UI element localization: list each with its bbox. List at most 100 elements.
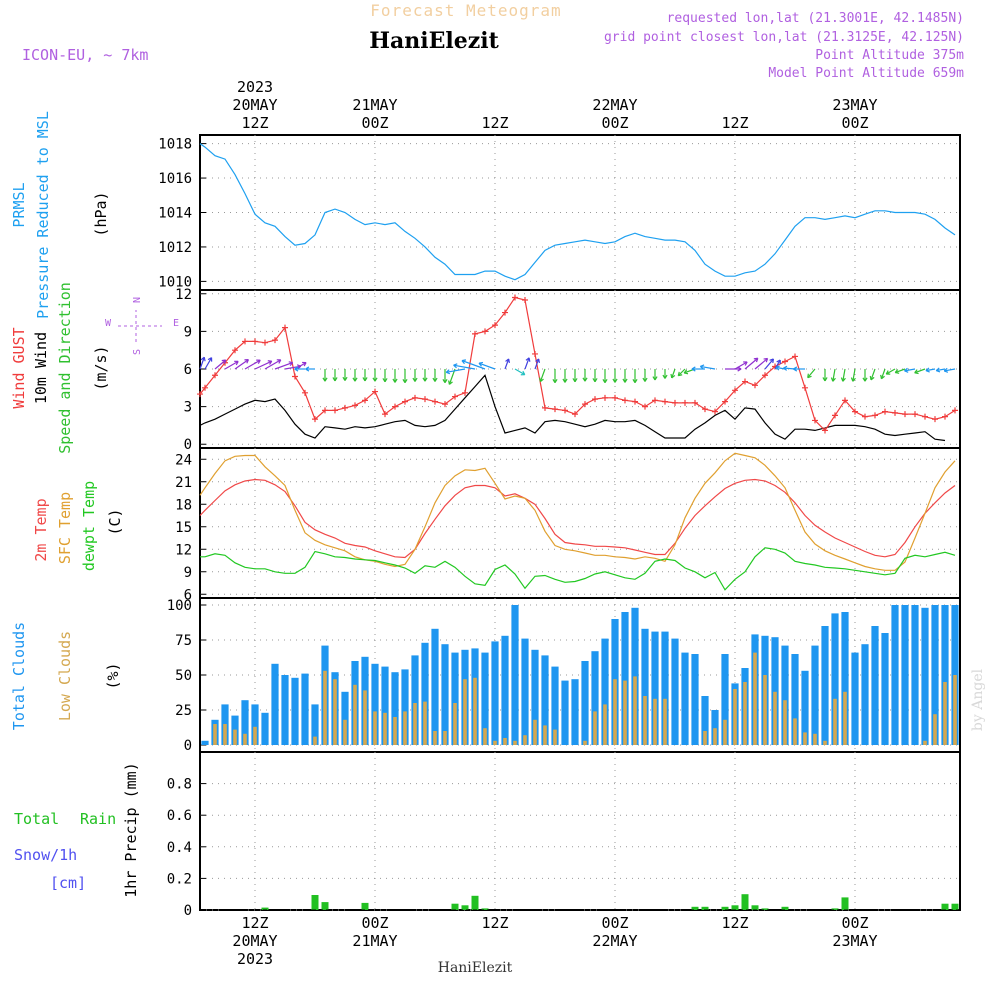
wind-direction-arrowhead bbox=[783, 365, 788, 371]
wind-direction-arrow bbox=[852, 368, 856, 382]
total-clouds-bar bbox=[901, 605, 909, 745]
wind-gust-marker bbox=[662, 398, 668, 405]
requested-coords: requested lon,lat (21.3001E, 42.1485N) bbox=[667, 11, 964, 26]
wind-direction-arrowhead bbox=[763, 357, 769, 363]
location-title: HaniElezit bbox=[369, 28, 499, 54]
wind-direction-arrow bbox=[254, 360, 273, 370]
low-clouds-bar bbox=[333, 679, 337, 745]
wind-ytick-label: 9 bbox=[184, 324, 192, 340]
wind-direction-arrowhead bbox=[207, 357, 213, 362]
wind-panel-titles: Wind GUST 10m Wind Speed and Direction (… bbox=[10, 282, 179, 454]
wind-direction-arrowhead bbox=[582, 377, 588, 382]
precip-ytick-label: 0.8 bbox=[167, 777, 192, 793]
clouds-title-low: Low Clouds bbox=[56, 631, 74, 721]
wind-direction-arrow bbox=[842, 368, 846, 382]
rain-bar bbox=[721, 906, 729, 910]
clouds-unit: (%) bbox=[104, 662, 122, 689]
wind-direction-arrowhead bbox=[662, 374, 668, 379]
wind-direction-arrowhead bbox=[342, 376, 348, 381]
wind-gust-marker bbox=[352, 402, 358, 409]
low-clouds-bar bbox=[473, 677, 477, 745]
wind-direction-arrowhead bbox=[332, 377, 338, 382]
total-clouds-bar bbox=[431, 628, 439, 745]
wind-gust-marker bbox=[862, 413, 868, 420]
wind-direction-arrowhead bbox=[652, 376, 658, 381]
total-clouds-bar bbox=[541, 655, 549, 745]
low-clouds-bar bbox=[623, 680, 627, 745]
wind-direction-arrow bbox=[734, 361, 748, 370]
precip-panel-titles: Total Rain Snow/1h [cm] 1hr Precip (mm) bbox=[14, 762, 140, 897]
time-label: 2023 bbox=[237, 950, 273, 968]
wind-gust-marker bbox=[622, 397, 628, 404]
wind-gust-marker bbox=[792, 353, 798, 360]
total-clouds-bar bbox=[381, 666, 389, 745]
wind-direction-arrow bbox=[539, 368, 546, 382]
wind-gust-marker bbox=[932, 416, 938, 423]
wind-gust-marker bbox=[562, 407, 568, 414]
wind-direction-arrowhead bbox=[935, 367, 941, 373]
wind-direction-arrowhead bbox=[478, 361, 484, 367]
low-clouds-bar bbox=[653, 698, 657, 745]
wind-direction-arrow bbox=[514, 368, 526, 376]
wind-direction-arrow bbox=[885, 368, 896, 375]
temp-title-sfc: SFC Temp bbox=[56, 492, 74, 564]
wind-direction-arrowhead bbox=[221, 359, 227, 364]
wind-direction-arrowhead bbox=[234, 360, 239, 366]
total-clouds-bar bbox=[441, 644, 449, 745]
wind-title-10m: 10m Wind bbox=[32, 332, 50, 404]
temperature-ytick-label: 12 bbox=[175, 542, 192, 558]
wind-gust-marker bbox=[512, 294, 518, 301]
time-label: 21MAY bbox=[352, 96, 397, 114]
time-label: 22MAY bbox=[592, 96, 637, 114]
low-clouds-bar bbox=[323, 670, 327, 745]
low-clouds-bar bbox=[343, 719, 347, 745]
low-clouds-bar bbox=[393, 717, 397, 745]
rain-bar bbox=[311, 895, 319, 910]
wind-gust-marker bbox=[672, 399, 678, 406]
total-clouds-bar bbox=[841, 612, 849, 745]
low-clouds-bar bbox=[643, 696, 647, 745]
wind-direction-arrow bbox=[204, 357, 213, 370]
wind-gust-marker bbox=[902, 411, 908, 418]
wind-direction-arrowhead bbox=[776, 359, 781, 365]
wind-gust-marker bbox=[852, 408, 858, 415]
low-clouds-bar bbox=[483, 728, 487, 745]
temp-sfc-line bbox=[199, 452, 956, 571]
time-label: 12Z bbox=[721, 114, 748, 132]
time-label: 00Z bbox=[841, 914, 868, 932]
wind-direction-arrowhead bbox=[743, 361, 748, 366]
wind-direction-arrow bbox=[880, 368, 886, 379]
wind-direction-arrow bbox=[504, 358, 510, 370]
low-clouds-bar bbox=[763, 675, 767, 745]
wind-direction-arrowhead bbox=[372, 377, 378, 382]
rain-bar bbox=[691, 906, 699, 910]
clouds-ytick-label: 0 bbox=[184, 738, 192, 754]
low-clouds-bar bbox=[813, 733, 817, 745]
wind-direction-arrowhead bbox=[753, 357, 759, 363]
wind-gust-marker bbox=[302, 389, 308, 396]
wind-gust-marker bbox=[802, 384, 808, 391]
temperature-ytick-label: 15 bbox=[175, 520, 192, 536]
wind-direction-arrow bbox=[524, 357, 530, 370]
wind-direction-arrowhead bbox=[422, 377, 428, 382]
compass-e: E bbox=[173, 318, 179, 329]
total-clouds-bar bbox=[201, 740, 209, 745]
wind-direction-arrowhead bbox=[592, 378, 598, 383]
wind-direction-arrow bbox=[461, 360, 486, 370]
wind-gust-marker bbox=[362, 397, 368, 404]
wind-direction-arrow bbox=[478, 362, 496, 370]
total-clouds-bar bbox=[711, 710, 719, 745]
wind-gust-marker bbox=[462, 389, 468, 396]
wind-direction-arrow bbox=[534, 358, 540, 370]
wind-direction-arrowhead bbox=[642, 377, 648, 382]
wind-ytick-label: 0 bbox=[184, 437, 192, 453]
wind-gust-marker bbox=[442, 401, 448, 408]
wind-direction-arrowhead bbox=[302, 361, 307, 367]
rain-bar bbox=[951, 903, 959, 910]
wind-direction-arrow bbox=[700, 365, 716, 370]
wind-gust-marker bbox=[732, 387, 738, 394]
wind-gust-marker bbox=[612, 394, 618, 401]
total-clouds-bar bbox=[391, 672, 399, 745]
total-clouds-bar bbox=[241, 700, 249, 745]
